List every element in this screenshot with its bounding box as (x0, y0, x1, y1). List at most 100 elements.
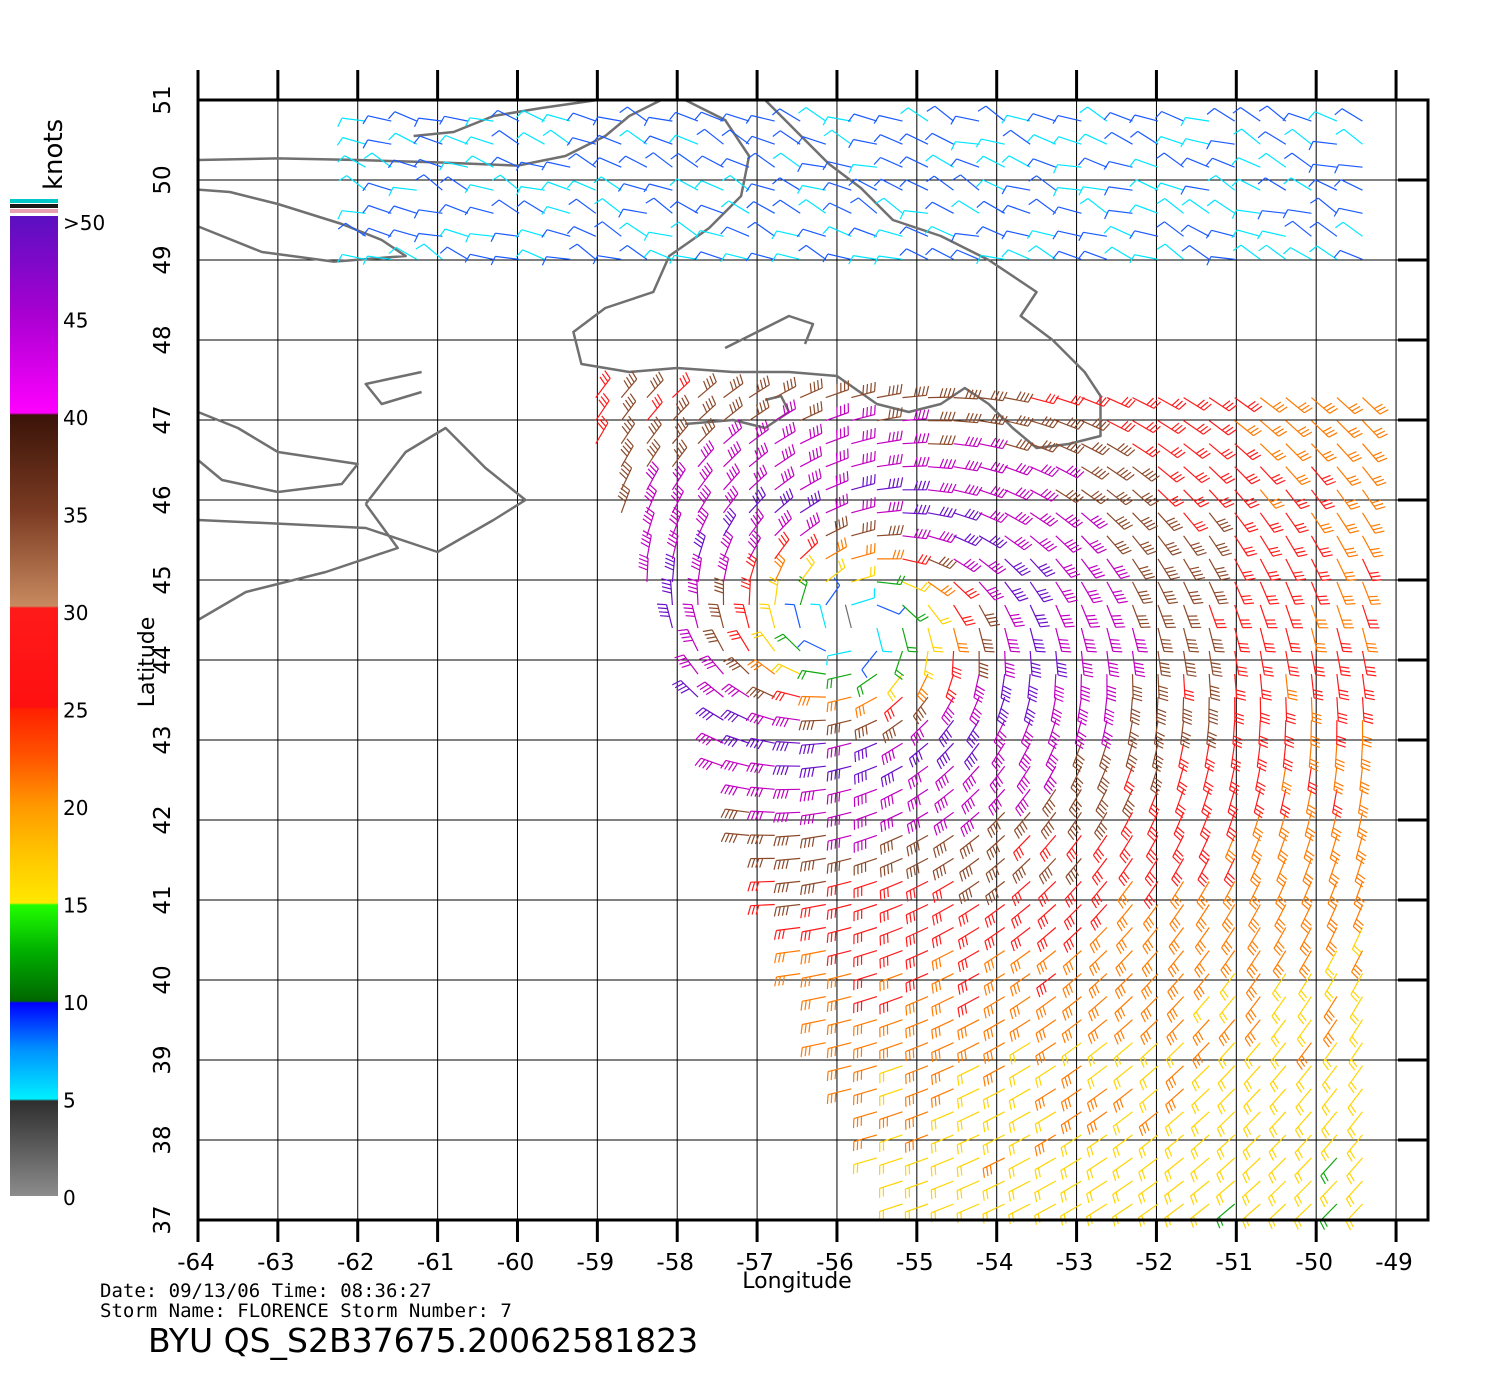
wind-barb-feather (1159, 662, 1170, 666)
wind-barb-feather (1013, 621, 1023, 624)
wind-barb-feather (826, 1094, 829, 1105)
wind-barb-feather (1349, 1016, 1357, 1025)
wind-barb-feather (1332, 827, 1342, 834)
wind-barb-feather (830, 840, 833, 850)
wind-barb-feather (989, 1164, 993, 1175)
wind-barb-feather (965, 389, 970, 399)
wind-barb-feather (896, 501, 900, 511)
wind-barb-shaft (803, 639, 827, 652)
wind-barb-feather (685, 615, 696, 617)
wind-barb-feather (1327, 1009, 1335, 1018)
wind-barb-feather (753, 664, 763, 671)
wind-barb-feather (861, 669, 868, 679)
wind-barb-feather (1225, 857, 1233, 865)
wind-barb-feather (1220, 549, 1230, 553)
wind-barb-feather (1096, 520, 1106, 527)
wind-barb-feather (677, 423, 684, 432)
wind-barb-feather (798, 199, 807, 206)
wind-barb-feather (1018, 846, 1025, 856)
wind-barb-feather (1232, 743, 1242, 749)
wind-barb-shaft (393, 159, 417, 168)
wind-barb-feather (909, 958, 912, 969)
wind-barb-feather (968, 413, 974, 423)
wind-barb-feather (758, 811, 764, 821)
wind-barb-feather (1086, 1148, 1091, 1158)
wind-barb-feather (1333, 789, 1343, 795)
wind-barb-feather (1335, 762, 1345, 768)
wind-barb-feather (970, 715, 979, 723)
wind-barb-feather (892, 454, 895, 465)
wind-barb-feather (917, 456, 922, 467)
wind-barb-feather (1120, 1007, 1126, 1017)
wind-barb-feather (1165, 1081, 1171, 1091)
wind-barb-feather (1025, 517, 1034, 525)
wind-barb-shaft (1063, 927, 1082, 945)
wind-barb-feather (1177, 451, 1186, 459)
wind-barb-shaft (982, 1203, 1005, 1215)
wind-barb-feather (834, 1069, 837, 1080)
wind-barb-shaft (802, 1019, 826, 1026)
wind-barb-feather (909, 935, 912, 946)
wind-barb-feather (1149, 399, 1158, 408)
wind-barb-feather (1077, 446, 1085, 454)
wind-barb-feather (917, 554, 924, 563)
wind-barb-feather (1350, 505, 1361, 510)
wind-barb-feather (961, 915, 966, 925)
wind-barb-feather (834, 700, 837, 711)
wind-barb-feather (619, 129, 628, 137)
wind-barb-shaft (931, 1065, 954, 1076)
wind-barb-shaft (1033, 158, 1057, 168)
wind-barb-feather (996, 719, 1006, 727)
wind-barb-feather (1328, 432, 1338, 438)
wind-barb-feather (1056, 662, 1067, 666)
wind-barb-feather (834, 1092, 837, 1103)
wind-barb-feather (1297, 501, 1308, 507)
wind-barb-feather (1221, 424, 1231, 431)
wind-barb-feather (866, 407, 868, 417)
wind-barb-feather (1143, 1033, 1149, 1043)
wind-barb-feather (912, 979, 915, 990)
wind-barb-feather (720, 113, 727, 122)
wind-barb-shaft (469, 233, 494, 237)
wind-barb-feather (1334, 164, 1340, 174)
wind-barb-feather (749, 688, 757, 697)
wind-barb-feather (925, 480, 931, 490)
wind-barb-feather (782, 952, 785, 963)
wind-barb-feather (1304, 895, 1313, 903)
wind-barb-feather (835, 498, 838, 508)
wind-barb-shaft (754, 152, 776, 168)
wind-barb-feather (964, 484, 971, 493)
wind-barb-feather (759, 402, 763, 412)
wind-barb-feather (1362, 735, 1372, 740)
wind-barb-feather (1075, 757, 1084, 765)
wind-barb-feather (994, 414, 1000, 424)
wind-barb-feather (830, 886, 833, 896)
wind-barb-feather (714, 585, 724, 590)
wind-barb-feather (785, 905, 789, 916)
wind-barb-shaft (1055, 650, 1059, 675)
wind-barb-feather (705, 400, 711, 411)
wind-barb-feather (960, 827, 966, 837)
wind-barb-feather (842, 495, 845, 505)
wind-barb-feather (1196, 901, 1204, 910)
wind-barb-feather (721, 175, 731, 182)
wind-barb-shaft (1190, 1111, 1210, 1129)
wind-barb-feather (892, 501, 896, 512)
wind-barb-feather (772, 789, 777, 799)
wind-barb-feather (1015, 808, 1022, 817)
wind-barb-feather (1303, 857, 1313, 865)
wind-barb-feather (1012, 1098, 1016, 1109)
wind-barb-feather (1021, 821, 1028, 830)
wind-barb-feather (1053, 708, 1063, 715)
wind-barb-feather (973, 565, 982, 573)
wind-barb-feather (1200, 894, 1208, 903)
wind-barb-feather (796, 136, 804, 145)
wind-barb-feather (808, 451, 812, 462)
wind-barb-feather (1172, 856, 1180, 864)
wind-barb-shaft (1131, 604, 1142, 628)
wind-barb-feather (1277, 940, 1285, 949)
wind-barb-feather (705, 713, 714, 721)
wind-barb-feather (806, 720, 811, 731)
wind-barb-feather (1020, 866, 1027, 876)
wind-barb-feather (1064, 1077, 1069, 1087)
